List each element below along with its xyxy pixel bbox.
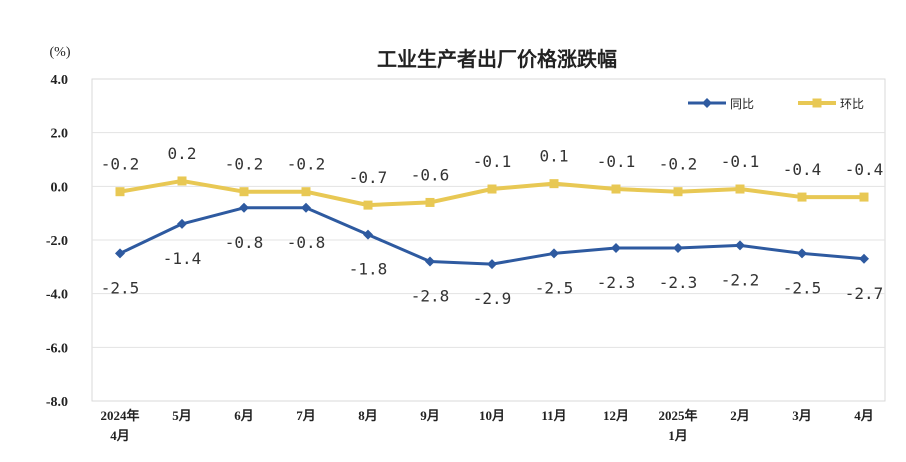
data-point — [363, 229, 373, 240]
data-point — [301, 202, 311, 213]
data-point — [549, 248, 559, 259]
data-labels: -2.5 -1.4 -0.8 -0.8 -1.8 -2.8 -2.9 -2.5 -2.3 -2.3… — [101, 144, 884, 308]
legend-marker — [812, 98, 822, 108]
data-label: -0.8 — [287, 233, 326, 252]
x-tick-label: 4月 — [854, 408, 874, 423]
data-label: -2.7 — [845, 284, 884, 303]
data-label: -2.3 — [597, 273, 636, 292]
data-point — [239, 187, 249, 197]
y-tick-label: 0.0 — [51, 180, 69, 195]
data-point — [549, 179, 559, 189]
data-label: -0.2 — [225, 155, 264, 174]
data-point — [487, 184, 497, 194]
data-point — [239, 202, 249, 213]
data-label: -0.7 — [349, 168, 388, 187]
data-label: -0.2 — [101, 155, 140, 174]
legend-marker — [702, 98, 712, 108]
legend-label: 同比 — [730, 97, 754, 111]
x-tick-label: 8月 — [358, 408, 378, 423]
y-tick-label: -2.0 — [46, 234, 68, 249]
x-tick-label: 2024年 4月 — [100, 408, 139, 443]
data-label: -2.9 — [473, 289, 512, 308]
data-point — [177, 218, 187, 229]
data-point — [673, 187, 683, 197]
legend: 同比 环比 — [688, 97, 864, 111]
data-point — [611, 243, 621, 254]
data-label: -0.2 — [287, 155, 326, 174]
data-label: -1.8 — [349, 260, 388, 279]
data-point — [115, 187, 125, 197]
data-point — [115, 248, 125, 259]
data-label: -2.2 — [721, 270, 760, 289]
data-point — [859, 192, 869, 202]
data-label: -0.4 — [845, 160, 884, 179]
x-tick-label: 12月 — [603, 408, 629, 423]
chart-title: 工业生产者出厂价格涨跌幅 — [377, 47, 617, 71]
x-tick-label: 9月 — [420, 408, 440, 423]
data-label: -0.4 — [783, 160, 822, 179]
y-axis-unit: (%) — [50, 45, 71, 60]
data-label: -0.2 — [659, 155, 698, 174]
x-tick-label: 10月 — [479, 408, 505, 423]
series-lines — [115, 176, 869, 270]
data-point — [859, 253, 869, 264]
data-label: -2.5 — [783, 278, 822, 297]
data-point — [735, 184, 745, 194]
x-tick-label: 11月 — [541, 408, 566, 423]
y-tick-label: 2.0 — [51, 127, 69, 142]
data-point — [735, 240, 745, 251]
x-tick-label: 3月 — [792, 408, 812, 423]
data-label: -0.1 — [721, 152, 760, 171]
x-tick-label: 2025年 1月 — [658, 408, 697, 443]
y-axis-ticks: 4.0 2.0 0.0 -2.0 -4.0 -6.0 -8.0 — [46, 73, 68, 410]
data-point — [425, 256, 435, 267]
data-label: -0.1 — [597, 152, 636, 171]
data-label: -0.8 — [225, 233, 264, 252]
data-label: -1.4 — [163, 249, 202, 268]
data-point — [673, 243, 683, 254]
data-label: 0.1 — [540, 147, 569, 166]
data-label: -2.5 — [101, 278, 140, 297]
data-point — [363, 200, 373, 210]
data-label: 0.2 — [168, 144, 197, 163]
legend-label: 环比 — [840, 97, 864, 111]
x-tick-label: 5月 — [172, 408, 192, 423]
data-point — [301, 187, 311, 197]
y-tick-label: -6.0 — [46, 341, 68, 356]
data-point — [425, 197, 435, 207]
x-axis-ticks: 2024年 4月 5月 6月 7月 8月 9月 10月 11月 12月 2025年 1月 2月 3月 4月 — [100, 408, 873, 443]
data-point — [797, 192, 807, 202]
data-point — [487, 259, 497, 270]
y-tick-label: -4.0 — [46, 288, 68, 303]
data-label: -2.3 — [659, 273, 698, 292]
data-point — [797, 248, 807, 259]
data-label: -2.8 — [411, 286, 450, 305]
data-point — [611, 184, 621, 194]
y-tick-label: -8.0 — [46, 395, 68, 410]
y-tick-label: 4.0 — [51, 73, 69, 88]
data-label: -2.5 — [535, 278, 574, 297]
x-tick-label: 7月 — [296, 408, 316, 423]
data-point — [177, 176, 187, 186]
x-tick-label: 6月 — [234, 408, 254, 423]
x-tick-label: 2月 — [730, 408, 750, 423]
data-label: -0.1 — [473, 152, 512, 171]
data-label: -0.6 — [411, 165, 450, 184]
